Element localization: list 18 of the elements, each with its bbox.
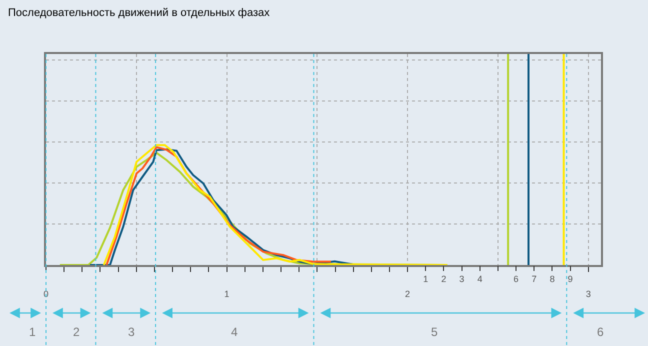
x-tick-label: 2 xyxy=(405,288,410,299)
text: 2 xyxy=(73,325,80,339)
x2-tick-label: 7 xyxy=(532,274,537,284)
text: 6 xyxy=(597,325,604,339)
x2-tick-label: 3 xyxy=(459,274,464,284)
x2-tick-label: 1 xyxy=(423,274,428,284)
x2-tick-label: 8 xyxy=(550,274,555,284)
x2-tick-label: 2 xyxy=(441,274,446,284)
x2-tick-label: 6 xyxy=(514,274,519,284)
text: 5 xyxy=(431,325,438,339)
text: 3 xyxy=(128,325,135,339)
x-tick-label: 1 xyxy=(224,288,230,299)
x2-tick-label: 4 xyxy=(477,274,482,284)
x2-tick-label: 9 xyxy=(568,274,573,284)
x-tick-label: 3 xyxy=(586,288,591,299)
chart-title: Последовательность движений в отдельных фазах xyxy=(8,6,270,19)
text: 1 xyxy=(29,325,36,339)
text: 4 xyxy=(231,325,238,339)
